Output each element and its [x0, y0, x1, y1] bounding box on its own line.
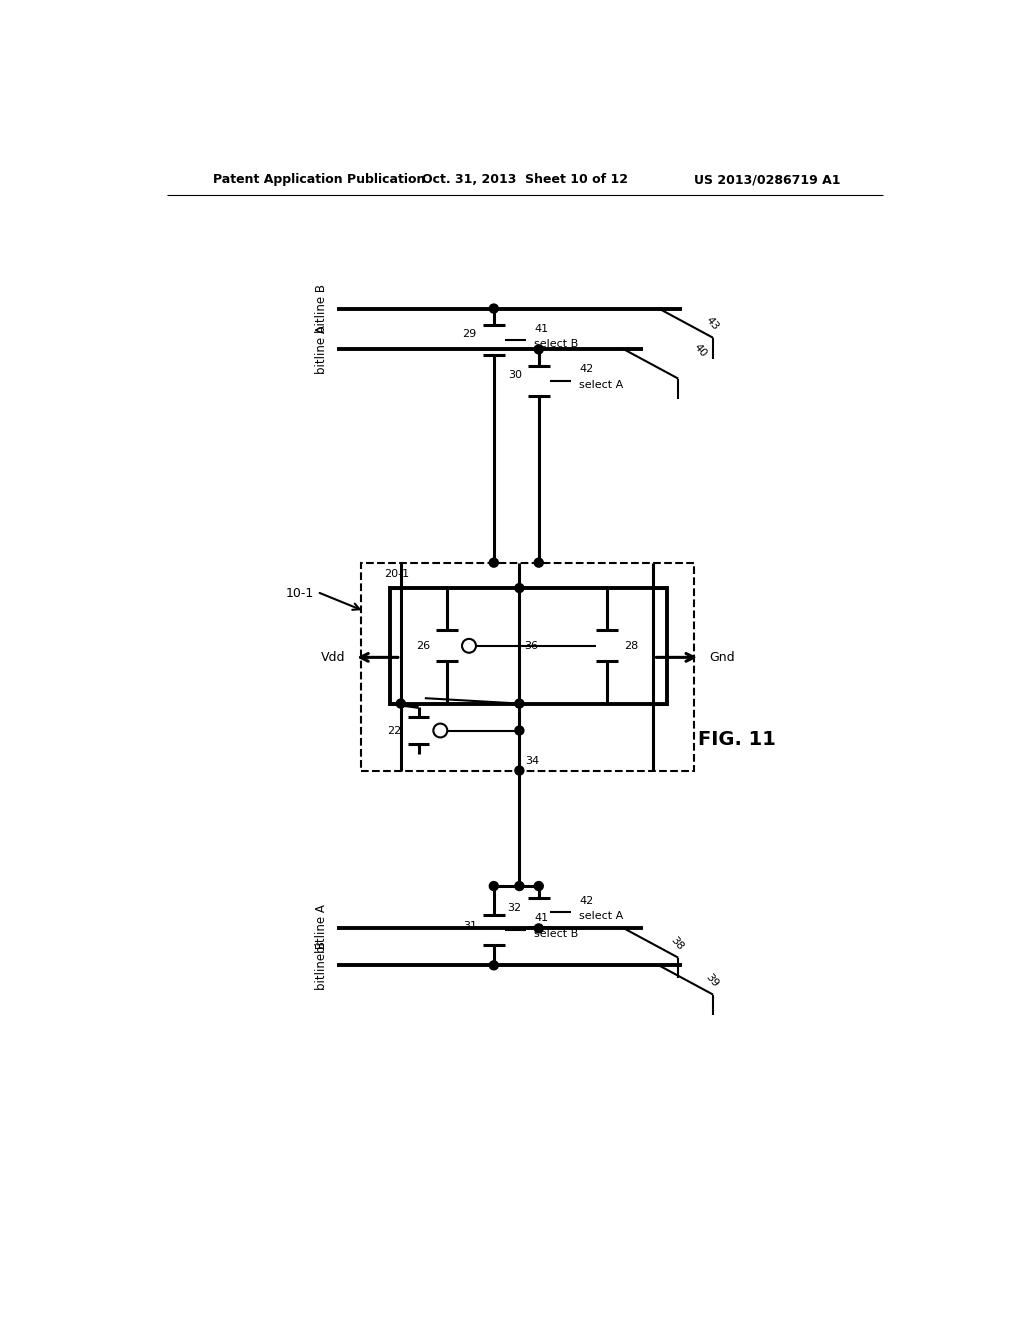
Text: 28: 28 [624, 640, 638, 651]
Text: Oct. 31, 2013  Sheet 10 of 12: Oct. 31, 2013 Sheet 10 of 12 [422, 173, 628, 186]
Text: 41: 41 [535, 323, 548, 334]
Circle shape [535, 882, 544, 891]
Text: 34: 34 [525, 756, 540, 766]
Circle shape [489, 304, 499, 313]
Text: 36: 36 [524, 640, 538, 651]
Circle shape [535, 558, 544, 568]
Text: 32: 32 [508, 903, 521, 913]
Text: 40: 40 [692, 342, 709, 359]
Circle shape [396, 700, 406, 708]
Text: bitline A: bitline A [315, 325, 328, 374]
Text: 38: 38 [669, 935, 686, 953]
Circle shape [489, 558, 499, 568]
Text: 26: 26 [416, 640, 430, 651]
Circle shape [515, 726, 524, 735]
Text: select B: select B [535, 929, 579, 939]
Text: 42: 42 [579, 364, 593, 375]
Text: 41: 41 [535, 913, 548, 924]
Text: FIG. 11: FIG. 11 [697, 730, 775, 750]
Circle shape [489, 961, 499, 970]
Circle shape [515, 766, 524, 775]
Text: 30: 30 [508, 370, 521, 380]
Text: bitline A: bitline A [315, 904, 328, 953]
Circle shape [489, 882, 499, 891]
Text: bitline B: bitline B [315, 941, 328, 990]
Text: bitline B: bitline B [315, 284, 328, 333]
Text: 22: 22 [387, 726, 401, 735]
Circle shape [535, 924, 544, 933]
Text: Gnd: Gnd [710, 651, 735, 664]
Text: 29: 29 [463, 329, 477, 339]
Circle shape [515, 583, 524, 593]
Circle shape [515, 882, 524, 891]
Circle shape [515, 700, 524, 708]
Text: 43: 43 [703, 315, 721, 333]
Text: select B: select B [535, 339, 579, 348]
Text: select A: select A [579, 911, 624, 921]
Text: 31: 31 [463, 921, 477, 931]
Text: 39: 39 [703, 972, 721, 990]
Text: 42: 42 [579, 896, 593, 906]
Text: 20-1: 20-1 [384, 569, 409, 578]
Circle shape [535, 345, 544, 354]
Text: Patent Application Publication: Patent Application Publication [213, 173, 426, 186]
Text: 10-1: 10-1 [286, 587, 314, 601]
Text: Vdd: Vdd [321, 651, 345, 664]
Text: select A: select A [579, 380, 624, 389]
Text: US 2013/0286719 A1: US 2013/0286719 A1 [694, 173, 841, 186]
